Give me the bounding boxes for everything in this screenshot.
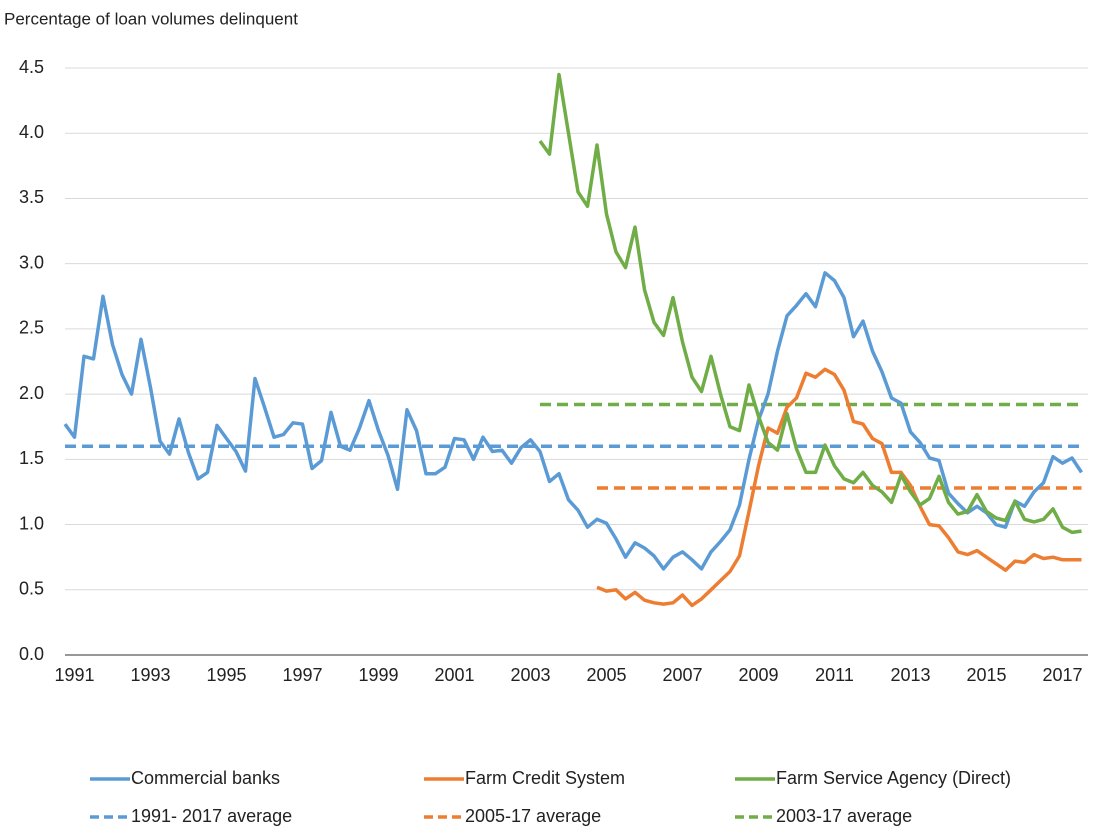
x-tick-label: 1999 [358, 665, 398, 685]
x-tick-label: 2005 [586, 665, 626, 685]
y-tick-label: 0.5 [19, 579, 44, 599]
series-line [63, 271, 1083, 571]
legend-label: 1991- 2017 average [131, 806, 292, 826]
x-tick-label: 1993 [130, 665, 170, 685]
legend-label: Farm Credit System [465, 768, 625, 788]
x-tick-label: 1995 [206, 665, 246, 685]
series-line [596, 367, 1082, 608]
y-tick-label: 3.0 [19, 252, 44, 272]
x-tick-label: 1991 [54, 665, 94, 685]
x-tick-label: 2011 [815, 665, 854, 685]
y-tick-label: 2.5 [19, 318, 44, 338]
y-tick-label: 0.0 [19, 644, 44, 664]
legend-label: Commercial banks [131, 768, 280, 788]
legend-label: Farm Service Agency (Direct) [776, 768, 1011, 788]
y-tick-label: 3.5 [19, 187, 44, 207]
y-tick-label: 4.0 [19, 122, 44, 142]
x-tick-label: 2001 [434, 665, 474, 685]
x-tick-label: 1997 [282, 665, 322, 685]
x-tick-label: 2013 [890, 665, 930, 685]
x-tick-label: 2007 [662, 665, 702, 685]
y-tick-label: 1.5 [19, 448, 44, 468]
legend-label: 2005-17 average [465, 806, 601, 826]
chart-title: Percentage of loan volumes delinquent [4, 9, 298, 28]
x-tick-label: 2009 [738, 665, 778, 685]
y-tick-label: 4.5 [19, 57, 44, 77]
x-tick-label: 2017 [1042, 665, 1082, 685]
x-tick-label: 2003 [510, 665, 550, 685]
legend-label: 2003-17 average [776, 806, 912, 826]
series-line [538, 72, 1082, 535]
y-tick-label: 2.0 [19, 383, 44, 403]
y-tick-label: 1.0 [19, 513, 44, 533]
x-tick-label: 2015 [966, 665, 1006, 685]
